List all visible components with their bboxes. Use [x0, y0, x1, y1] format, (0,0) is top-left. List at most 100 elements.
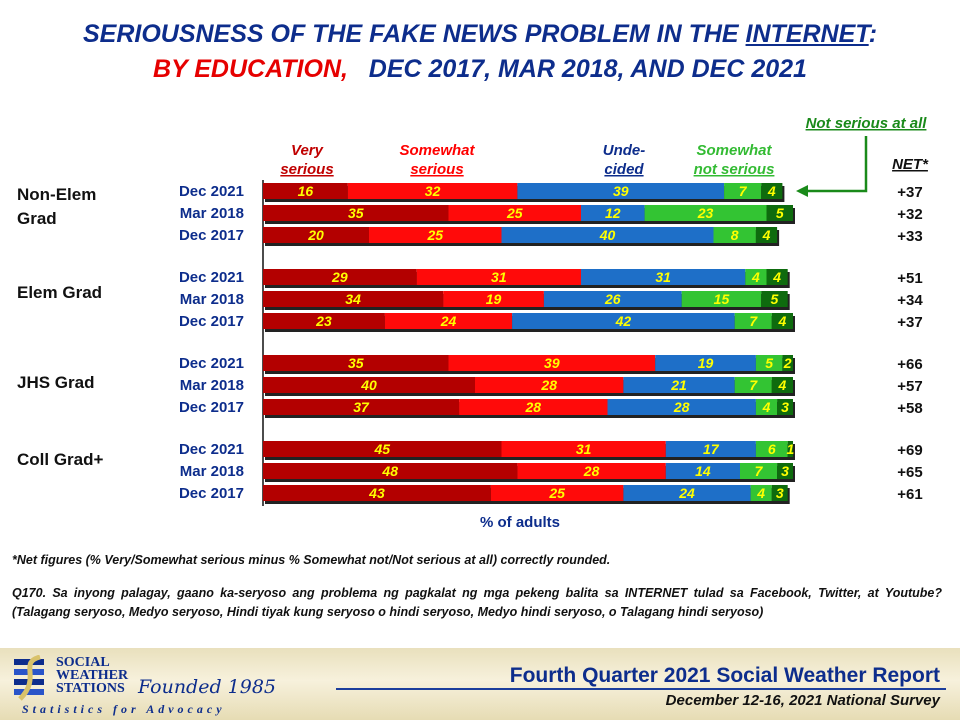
chart-title-line1: SERIOUSNESS OF THE FAKE NEWS PROBLEM IN …: [0, 19, 960, 49]
bar-value-label: 26: [604, 291, 621, 307]
bar-segment: [777, 463, 793, 479]
period-label: Dec 2017: [179, 227, 244, 244]
net-header: NET*: [892, 156, 929, 173]
bar-value-label: 28: [525, 399, 542, 415]
bar-segment: [665, 441, 756, 457]
bar-value-label: 25: [506, 205, 523, 221]
bar-segment: [740, 463, 778, 479]
bar-value-label: 7: [755, 463, 764, 479]
x-axis-label: % of adults: [480, 514, 560, 531]
bar-value-label: 45: [373, 441, 390, 457]
bar-value-label: 23: [697, 205, 714, 221]
period-label: Mar 2018: [180, 205, 244, 222]
bar-value-label: 24: [440, 313, 457, 329]
bar-segment: [369, 227, 502, 243]
bar-segment: [782, 355, 793, 371]
legend-very-line1: Very: [291, 142, 324, 159]
bar-value-label: 7: [749, 377, 758, 393]
bar-value-label: 15: [714, 291, 730, 307]
org-name: SOCIAL WEATHER STATIONS: [56, 656, 129, 696]
bar-segment: [448, 205, 581, 221]
net-value: +65: [897, 464, 922, 481]
bar-segment: [771, 313, 793, 329]
bar-value-label: 20: [307, 227, 324, 243]
org-line3: STATIONS: [56, 681, 125, 696]
bar-value-label: 42: [615, 313, 632, 329]
bar-segment: [681, 291, 762, 307]
title-red-part: BY EDUCATION,: [153, 55, 348, 83]
bar-value-label: 14: [695, 463, 711, 479]
bar-segment: [787, 441, 793, 457]
net-value: +66: [897, 356, 922, 373]
bar-segment: [755, 355, 783, 371]
bar-segment: [263, 205, 449, 221]
bar-value-label: 19: [698, 355, 714, 371]
bar-value-label: 4: [772, 269, 781, 285]
bar-segment: [490, 485, 624, 501]
net-value: +61: [897, 486, 922, 503]
bar-value-label: 35: [348, 355, 364, 371]
bar-segment: [761, 291, 788, 307]
bar-segment: [263, 485, 491, 501]
chart-title-line2: BY EDUCATION, DEC 2017, MAR 2018, AND DE…: [0, 54, 960, 84]
bar-value-label: 16: [298, 183, 314, 199]
net-value: +37: [897, 184, 922, 201]
footer-band: [0, 648, 960, 720]
bar-value-label: 6: [768, 441, 776, 457]
bar-value-label: 24: [678, 485, 695, 501]
bar-segment: [724, 183, 762, 199]
bar-segment: [771, 485, 788, 501]
bar-segment: [734, 377, 772, 393]
bar-value-label: 31: [491, 269, 507, 285]
bar-value-label: 4: [756, 485, 765, 501]
bar-value-label: 43: [368, 485, 385, 501]
bar-segment: [263, 441, 502, 457]
net-footnote: *Net figures (% Very/Somewhat serious mi…: [12, 553, 611, 567]
bar-value-label: 4: [778, 313, 787, 329]
bar-segment: [655, 355, 756, 371]
group-label: JHS Grad: [17, 373, 94, 392]
callout-not-serious: Not serious at all: [806, 115, 928, 132]
period-label: Dec 2017: [179, 399, 244, 416]
bar-segment: [501, 227, 714, 243]
bar-value-label: 4: [762, 227, 771, 243]
bar-segment: [623, 377, 735, 393]
bar-segment: [734, 313, 772, 329]
period-label: Dec 2021: [179, 441, 244, 458]
org-line2: WEATHER: [56, 668, 129, 683]
bar-value-label: 32: [425, 183, 441, 199]
bar-segment: [347, 183, 518, 199]
bar-segment: [263, 183, 348, 199]
title-emphasis: INTERNET: [745, 20, 869, 48]
bar-segment: [263, 291, 444, 307]
question-text: Q170. Sa inyong palagay, gaano ka-seryos…: [12, 586, 942, 619]
net-value: +69: [897, 442, 922, 459]
net-value: +33: [897, 228, 922, 245]
period-label: Mar 2018: [180, 377, 244, 394]
bar-value-label: 28: [673, 399, 690, 415]
bar-segment: [416, 269, 581, 285]
bar-segment: [766, 205, 793, 221]
period-label: Dec 2021: [179, 269, 244, 286]
bar-segment: [543, 291, 682, 307]
bar-value-label: 25: [548, 485, 565, 501]
net-value: +58: [897, 400, 922, 417]
bar-value-label: 4: [767, 183, 776, 199]
period-label: Dec 2021: [179, 183, 244, 200]
bar-value-label: 25: [426, 227, 443, 243]
legend-somewhat_not-line1: Somewhat: [696, 142, 772, 159]
bar-segment: [459, 399, 608, 415]
legend-somewhat-line2: serious: [410, 161, 463, 178]
bar-segment: [623, 485, 751, 501]
bar-segment: [263, 313, 385, 329]
bar-value-label: 19: [486, 291, 502, 307]
bar-segment: [384, 313, 513, 329]
bar-value-label: 31: [655, 269, 671, 285]
title-suffix: :: [868, 20, 878, 48]
period-label: Dec 2017: [179, 485, 244, 502]
bar-segment: [475, 377, 624, 393]
bar-value-label: 39: [544, 355, 560, 371]
bar-segment: [607, 399, 756, 415]
bar-segment: [517, 463, 666, 479]
bar-value-label: 31: [576, 441, 592, 457]
